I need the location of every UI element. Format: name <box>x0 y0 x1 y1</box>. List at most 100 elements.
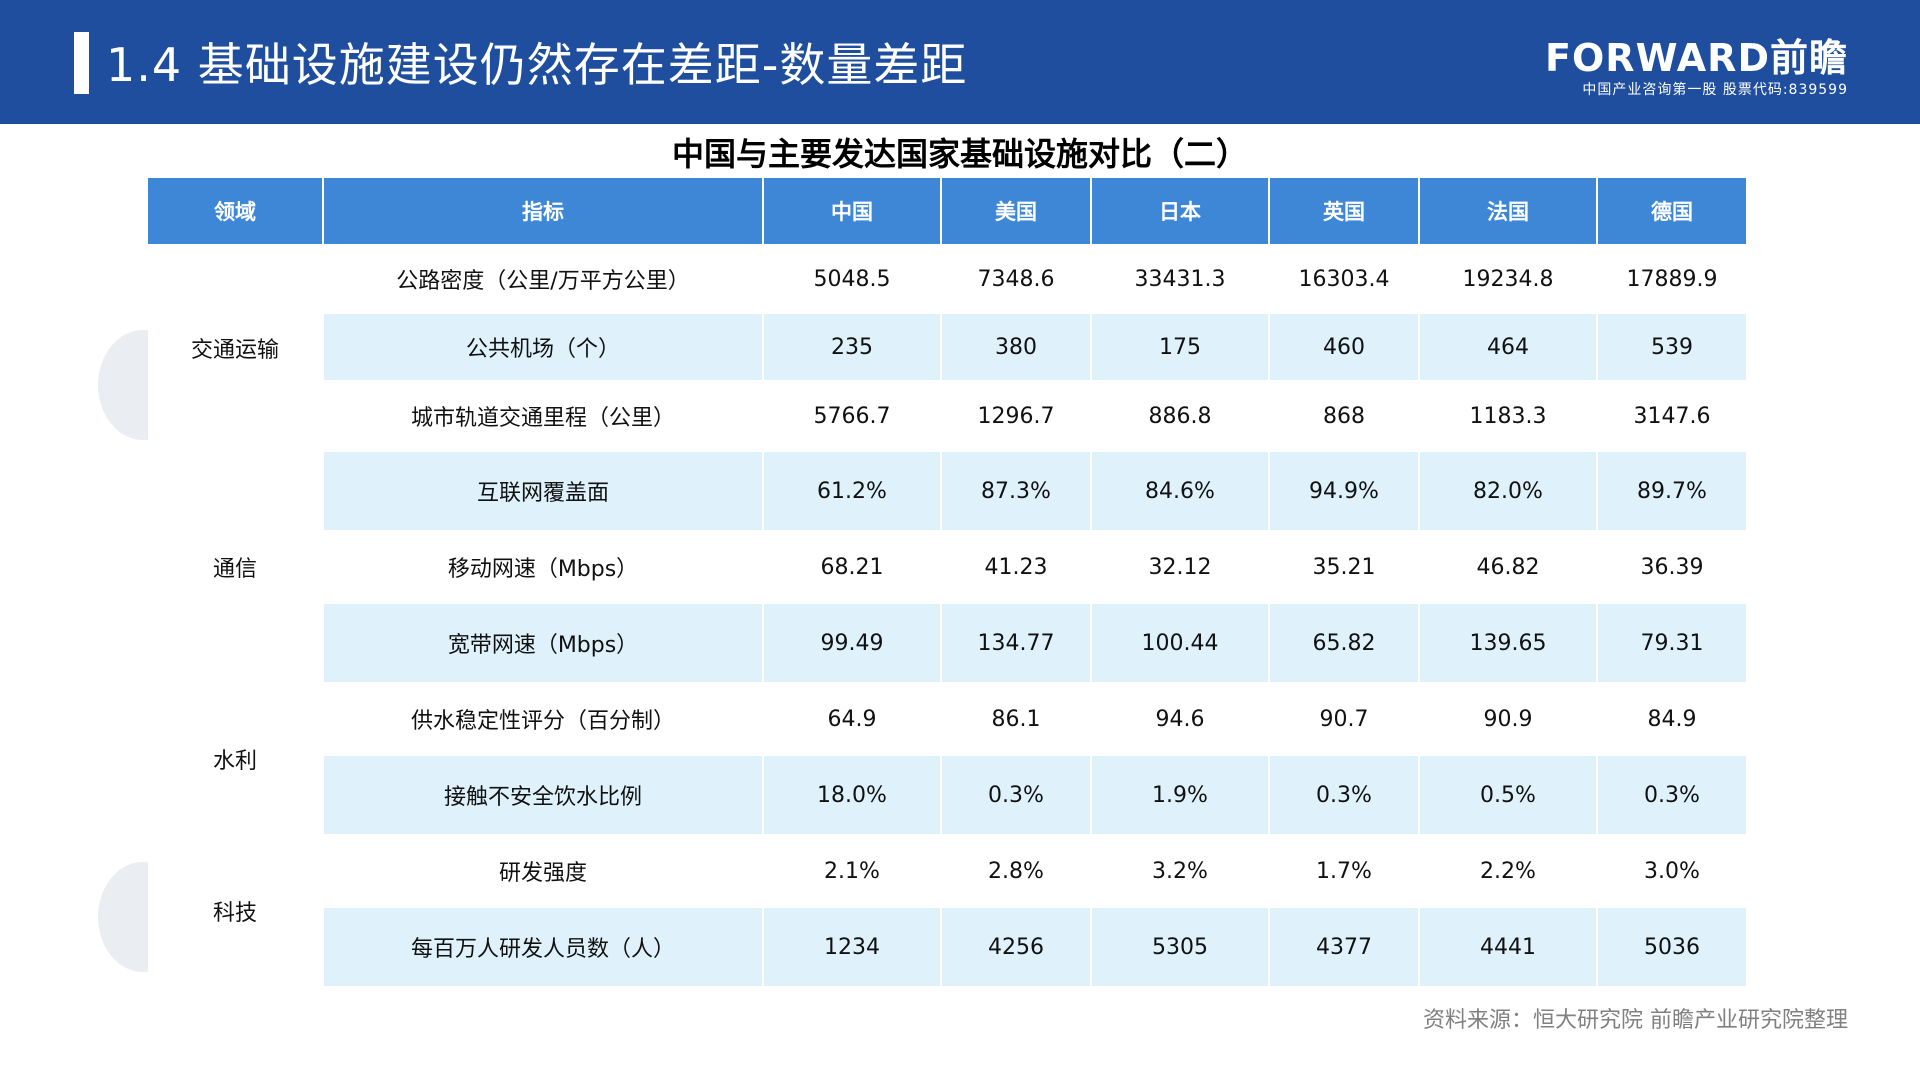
source-note: 资料来源：恒大研究院 前瞻产业研究院整理 <box>1423 1008 1848 1033</box>
value-cell: 87.3% <box>942 452 1090 532</box>
value-cell: 1.7% <box>1270 836 1418 908</box>
value-cell: 175 <box>1092 314 1268 382</box>
value-cell: 2.2% <box>1420 836 1596 908</box>
value-cell: 36.39 <box>1598 532 1746 604</box>
domain-cell: 科技 <box>148 836 322 988</box>
value-cell: 2.1% <box>764 836 940 908</box>
value-cell: 0.3% <box>1270 756 1418 836</box>
table-row: 公共机场（个） 235 380 175 460 464 539 <box>148 314 1746 382</box>
value-cell: 64.9 <box>764 684 940 756</box>
indicator-cell: 移动网速（Mbps） <box>324 532 762 604</box>
value-cell: 41.23 <box>942 532 1090 604</box>
header-cell: 德国 <box>1598 178 1746 246</box>
value-cell: 3.2% <box>1092 836 1268 908</box>
indicator-cell: 接触不安全饮水比例 <box>324 756 762 836</box>
value-cell: 0.5% <box>1420 756 1596 836</box>
value-cell: 68.21 <box>764 532 940 604</box>
value-cell: 5036 <box>1598 908 1746 988</box>
value-cell: 139.65 <box>1420 604 1596 684</box>
value-cell: 46.82 <box>1420 532 1596 604</box>
value-cell: 886.8 <box>1092 382 1268 452</box>
value-cell: 19234.8 <box>1420 246 1596 314</box>
table-row: 交通运输 公路密度（公里/万平方公里） 5048.5 7348.6 33431.… <box>148 246 1746 452</box>
value-cell: 2.8% <box>942 836 1090 908</box>
value-cell: 89.7% <box>1598 452 1746 532</box>
value-cell: 3147.6 <box>1598 382 1746 452</box>
domain-cell: 交通运输 <box>148 246 322 452</box>
header-cell: 中国 <box>764 178 940 246</box>
value-cell: 16303.4 <box>1270 246 1418 314</box>
header-cell: 领域 <box>148 178 322 246</box>
indicator-cell: 公路密度（公里/万平方公里） <box>324 246 762 314</box>
indicator-cell: 研发强度 <box>324 836 762 908</box>
title-accent-bar <box>74 32 89 94</box>
value-cell: 235 <box>764 314 940 382</box>
value-cell: 94.9% <box>1270 452 1418 532</box>
value-cell: 0.3% <box>942 756 1090 836</box>
table-row: 水利 供水稳定性评分（百分制） 64.9 86.1 94.6 90.7 90.9… <box>148 684 1746 836</box>
indicator-cell: 供水稳定性评分（百分制） <box>324 684 762 756</box>
table-row: 通信 互联网覆盖面 61.2% 87.3% 84.6% 94.9% 82.0% … <box>148 452 1746 684</box>
indicator-cell: 每百万人研发人员数（人） <box>324 908 762 988</box>
table-row: 每百万人研发人员数（人） 1234 4256 5305 4377 4441 50… <box>148 908 1746 988</box>
table-row: 宽带网速（Mbps） 99.49 134.77 100.44 65.82 139… <box>148 604 1746 684</box>
value-cell: 868 <box>1270 382 1418 452</box>
value-cell: 380 <box>942 314 1090 382</box>
header-row: 领域 指标 中国 美国 日本 英国 法国 德国 <box>148 178 1746 246</box>
value-cell: 5766.7 <box>764 382 940 452</box>
value-cell: 84.9 <box>1598 684 1746 756</box>
table-row: 科技 研发强度 2.1% 2.8% 3.2% 1.7% 2.2% 3.0% <box>148 836 1746 988</box>
value-cell: 79.31 <box>1598 604 1746 684</box>
value-cell: 17889.9 <box>1598 246 1746 314</box>
domain-cell: 通信 <box>148 452 322 684</box>
indicator-cell: 公共机场（个） <box>324 314 762 382</box>
value-cell: 539 <box>1598 314 1746 382</box>
page-title: 1.4 基础设施建设仍然存在差距-数量差距 <box>106 38 968 92</box>
value-cell: 35.21 <box>1270 532 1418 604</box>
value-cell: 1234 <box>764 908 940 988</box>
value-cell: 4441 <box>1420 908 1596 988</box>
value-cell: 33431.3 <box>1092 246 1268 314</box>
value-cell: 18.0% <box>764 756 940 836</box>
value-cell: 82.0% <box>1420 452 1596 532</box>
comparison-table: 领域 指标 中国 美国 日本 英国 法国 德国 交通运输 公路密度（公里/万平方… <box>146 178 1748 988</box>
value-cell: 1.9% <box>1092 756 1268 836</box>
value-cell: 3.0% <box>1598 836 1746 908</box>
value-cell: 460 <box>1270 314 1418 382</box>
logo-wordmark: FORWARD前瞻 <box>1545 36 1848 80</box>
value-cell: 7348.6 <box>942 246 1090 314</box>
forward-logo: FORWARD前瞻 中国产业咨询第一股 股票代码:839599 <box>1545 38 1848 100</box>
value-cell: 84.6% <box>1092 452 1268 532</box>
table-title: 中国与主要发达国家基础设施对比（二） <box>671 135 1248 173</box>
header-cell: 日本 <box>1092 178 1268 246</box>
table-row: 移动网速（Mbps） 68.21 41.23 32.12 35.21 46.82… <box>148 532 1746 604</box>
value-cell: 90.7 <box>1270 684 1418 756</box>
value-cell: 32.12 <box>1092 532 1268 604</box>
value-cell: 90.9 <box>1420 684 1596 756</box>
value-cell: 1183.3 <box>1420 382 1596 452</box>
value-cell: 94.6 <box>1092 684 1268 756</box>
value-cell: 86.1 <box>942 684 1090 756</box>
domain-cell: 水利 <box>148 684 322 836</box>
value-cell: 100.44 <box>1092 604 1268 684</box>
value-cell: 5305 <box>1092 908 1268 988</box>
value-cell: 4256 <box>942 908 1090 988</box>
indicator-cell: 互联网覆盖面 <box>324 452 762 532</box>
indicator-cell: 宽带网速（Mbps） <box>324 604 762 684</box>
value-cell: 4377 <box>1270 908 1418 988</box>
value-cell: 1296.7 <box>942 382 1090 452</box>
logo-tagline: 中国产业咨询第一股 股票代码:839599 <box>1582 82 1848 98</box>
header-cell: 法国 <box>1420 178 1596 246</box>
value-cell: 65.82 <box>1270 604 1418 684</box>
header-banner: 1.4 基础设施建设仍然存在差距-数量差距 FORWARD前瞻 中国产业咨询第一… <box>0 0 1920 124</box>
value-cell: 99.49 <box>764 604 940 684</box>
value-cell: 5048.5 <box>764 246 940 314</box>
value-cell: 134.77 <box>942 604 1090 684</box>
header-cell: 美国 <box>942 178 1090 246</box>
value-cell: 61.2% <box>764 452 940 532</box>
value-cell: 0.3% <box>1598 756 1746 836</box>
table-row: 接触不安全饮水比例 18.0% 0.3% 1.9% 0.3% 0.5% 0.3% <box>148 756 1746 836</box>
header-cell: 指标 <box>324 178 762 246</box>
table-row: 城市轨道交通里程（公里） 5766.7 1296.7 886.8 868 118… <box>148 382 1746 452</box>
value-cell: 464 <box>1420 314 1596 382</box>
